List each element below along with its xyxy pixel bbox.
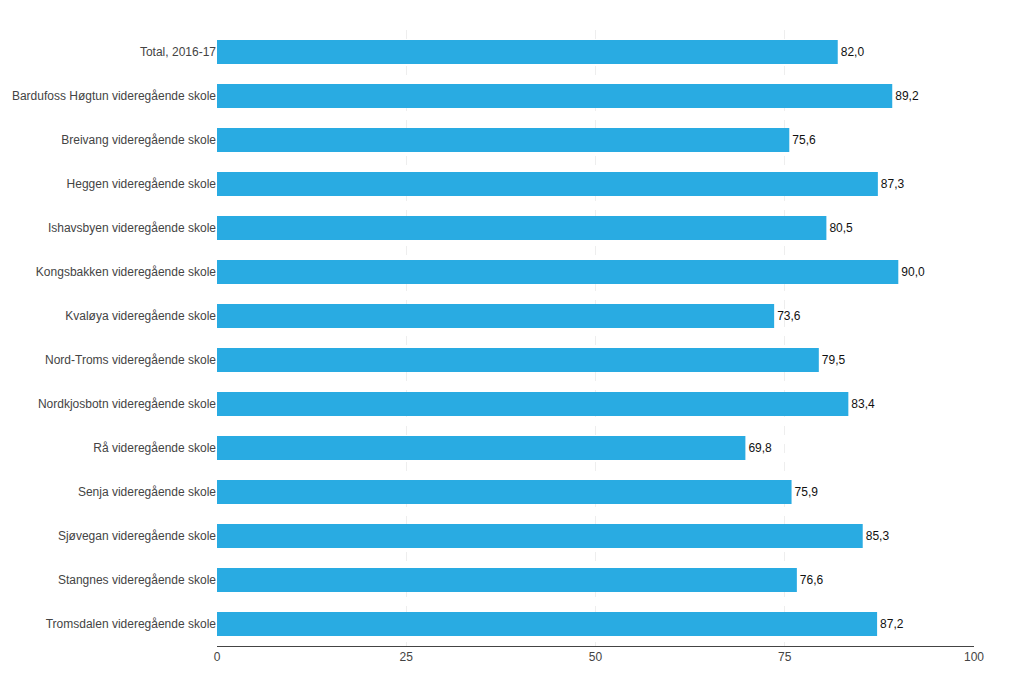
- svg-text:Sjøvegan videregående skole: Sjøvegan videregående skole: [58, 529, 216, 543]
- svg-text:85,3: 85,3: [866, 529, 890, 543]
- svg-text:100: 100: [964, 650, 984, 664]
- svg-text:87,2: 87,2: [880, 617, 904, 631]
- svg-text:82,0: 82,0: [841, 45, 865, 59]
- svg-text:25: 25: [400, 650, 414, 664]
- svg-text:Bardufoss Høgtun videregående: Bardufoss Høgtun videregående skole: [12, 89, 216, 103]
- svg-text:75,6: 75,6: [792, 133, 816, 147]
- svg-text:75,9: 75,9: [795, 485, 819, 499]
- svg-text:Breivang videregående skole: Breivang videregående skole: [61, 133, 216, 147]
- svg-text:Nord-Troms videregående skole: Nord-Troms videregående skole: [45, 353, 216, 367]
- svg-text:80,5: 80,5: [829, 221, 853, 235]
- svg-text:Senja videregående skole: Senja videregående skole: [78, 485, 216, 499]
- svg-text:50: 50: [589, 650, 603, 664]
- svg-text:73,6: 73,6: [777, 309, 801, 323]
- svg-text:89,2: 89,2: [895, 89, 919, 103]
- svg-text:87,3: 87,3: [881, 177, 905, 191]
- svg-text:83,4: 83,4: [851, 397, 875, 411]
- svg-text:Stangnes videregående skole: Stangnes videregående skole: [58, 573, 216, 587]
- svg-text:Nordkjosbotn videregående skol: Nordkjosbotn videregående skole: [38, 397, 216, 411]
- svg-text:75: 75: [778, 650, 792, 664]
- svg-text:Total, 2016-17: Total, 2016-17: [140, 45, 216, 59]
- svg-text:Ishavsbyen videregående skole: Ishavsbyen videregående skole: [48, 221, 216, 235]
- svg-text:76,6: 76,6: [800, 573, 824, 587]
- svg-text:Tromsdalen videregående skole: Tromsdalen videregående skole: [46, 617, 217, 631]
- svg-text:Heggen videregående skole: Heggen videregående skole: [67, 177, 217, 191]
- svg-text:0: 0: [214, 650, 221, 664]
- svg-text:Rå videregående skole: Rå videregående skole: [93, 441, 216, 455]
- svg-text:Kvaløya videregående skole: Kvaløya videregående skole: [65, 309, 216, 323]
- svg-text:90,0: 90,0: [901, 265, 925, 279]
- svg-text:79,5: 79,5: [822, 353, 846, 367]
- svg-text:Kongsbakken videregående skole: Kongsbakken videregående skole: [36, 265, 216, 279]
- svg-text:69,8: 69,8: [748, 441, 772, 455]
